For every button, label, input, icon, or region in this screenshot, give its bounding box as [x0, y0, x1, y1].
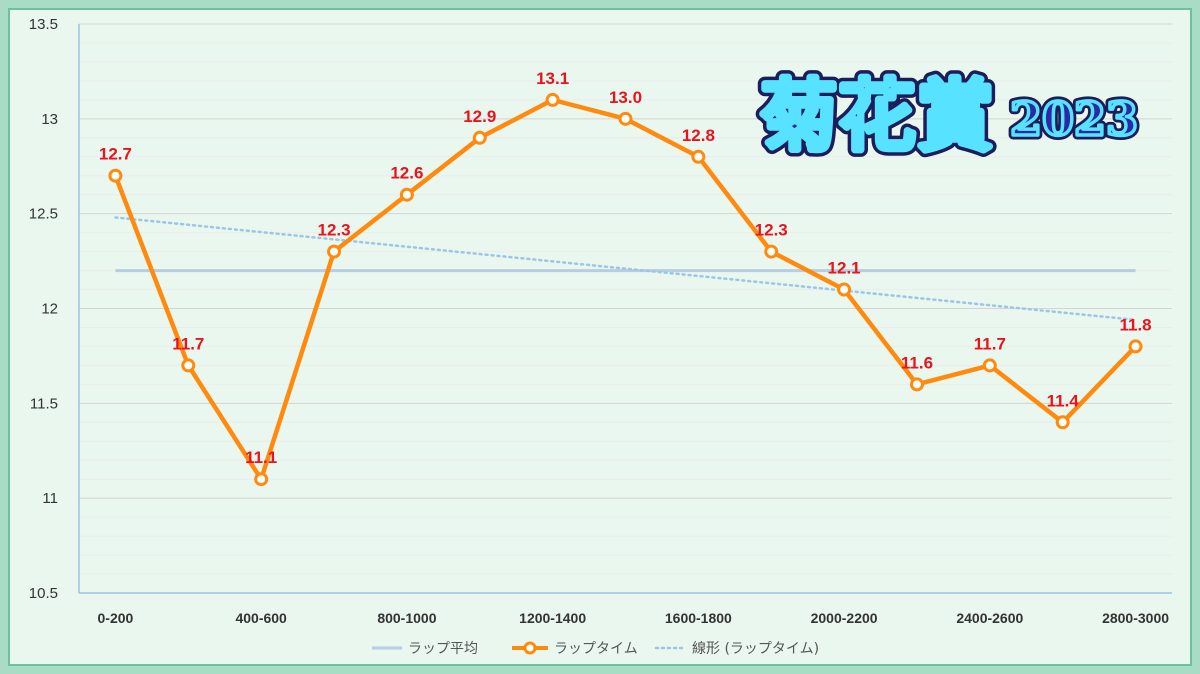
lap-time-point — [1055, 415, 1070, 430]
lap-time-point — [472, 130, 487, 145]
lap-time-point — [618, 111, 633, 126]
data-label: 11.8 — [1119, 315, 1151, 334]
y-tick-label: 10.5 — [29, 585, 58, 602]
data-label: 11.7 — [974, 334, 1006, 353]
lap-time-point — [982, 358, 997, 373]
x-tick-label: 2800-3000 — [1102, 610, 1169, 626]
x-tick-label: 1600-1800 — [665, 610, 732, 626]
x-tick-label: 800-1000 — [377, 610, 436, 626]
x-tick-label: 2000-2200 — [811, 610, 878, 626]
lap-time-point — [327, 244, 342, 259]
data-labels: 12.7 11.7 11.1 12.3 12.6 12.9 13.1 13.0 12.8 12.3… — [99, 69, 1152, 467]
lap-time-point — [545, 92, 560, 107]
title-main: 菊花賞 — [760, 71, 994, 162]
data-label: 13.0 — [609, 88, 642, 107]
gridlines — [79, 23, 1172, 594]
data-label: 12.6 — [390, 164, 423, 183]
lap-time-series — [108, 92, 1143, 487]
lap-time-point — [254, 472, 269, 487]
data-label: 13.1 — [536, 69, 569, 88]
y-tick-label: 12.5 — [29, 206, 58, 223]
x-tick-label: 2400-2600 — [956, 610, 1023, 626]
y-tick-label: 11 — [42, 490, 58, 507]
legend-label-trend: 線形 (ラップタイム) — [692, 641, 819, 657]
x-tick-label: 0-200 — [98, 610, 134, 626]
legend: ラップ平均 ラップタイム 線形 (ラップタイム) — [372, 641, 819, 657]
lap-time-point — [108, 168, 123, 183]
x-tick-label: 400-600 — [235, 610, 287, 626]
trend-line-path — [114, 216, 1137, 322]
data-label: 12.3 — [755, 221, 788, 240]
legend-swatch-lap-marker — [523, 641, 537, 655]
data-label: 12.1 — [828, 259, 861, 278]
data-label: 11.4 — [1047, 391, 1080, 410]
y-tick-label: 13.5 — [29, 16, 58, 33]
data-label: 11.1 — [245, 448, 277, 467]
title-main-outline: 菊花賞 — [760, 71, 994, 162]
x-tick-label: 1200-1400 — [519, 610, 586, 626]
lap-time-point — [909, 377, 924, 392]
y-tick-label: 11.5 — [30, 395, 58, 412]
chart-frame — [8, 8, 1192, 666]
data-label: 12.7 — [99, 145, 132, 164]
y-tick-label: 12 — [41, 301, 58, 318]
chart-title: 菊花賞 菊花賞 2023 2023 — [754, 65, 1143, 168]
legend-label-average: ラップ平均 — [408, 641, 478, 657]
title-year: 2023 — [1010, 92, 1138, 146]
axes — [78, 24, 1172, 594]
trend-line — [114, 216, 1137, 322]
legend-label-lap: ラップタイム — [554, 641, 638, 657]
data-label: 12.3 — [317, 221, 350, 240]
title-year-outline: 2023 — [1010, 92, 1138, 146]
y-tick-label: 13 — [41, 111, 58, 128]
lap-time-point — [764, 244, 779, 259]
data-label: 11.6 — [901, 353, 933, 372]
lap-time-point — [691, 149, 706, 164]
lap-time-point — [399, 187, 414, 202]
lap-time-point — [837, 282, 852, 297]
lap-time-point — [1128, 339, 1143, 354]
data-label: 12.9 — [463, 107, 496, 126]
lap-time-point — [181, 358, 196, 373]
y-tick-labels: 10.5 11 11.5 12 12.5 13 13.5 — [29, 16, 58, 602]
data-label: 11.7 — [172, 334, 204, 353]
data-label: 12.8 — [682, 126, 715, 145]
x-tick-labels: 0-200 400-600 800-1000 1200-1400 1600-1800 20… — [98, 610, 1170, 626]
